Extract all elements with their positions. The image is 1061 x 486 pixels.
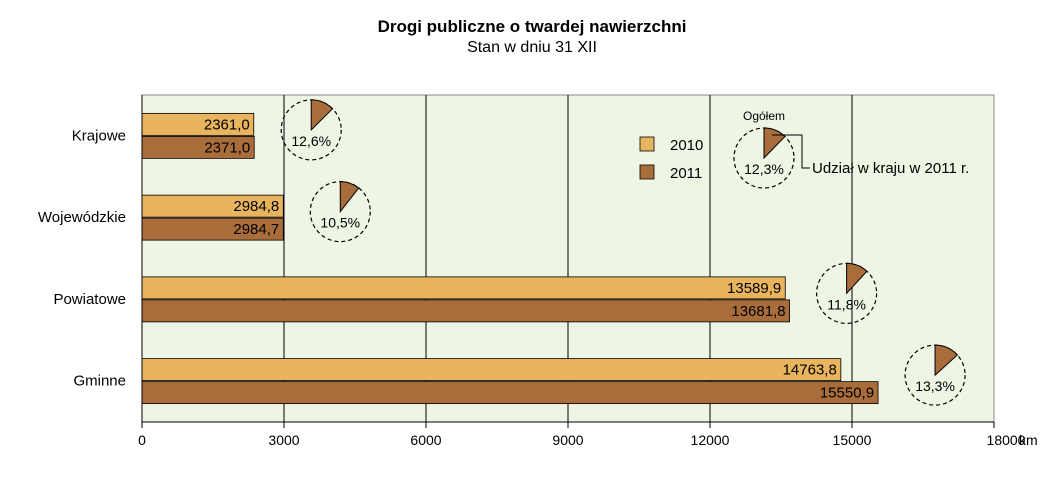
bar-value-label: 2984,8 [233,198,279,215]
total-share-caption: Ogółem [743,109,785,123]
total-share-pie-label: 12,3% [744,161,784,177]
bar-value-label: 15550,9 [820,385,874,402]
bar-2010 [141,358,842,382]
x-unit-label: km [1019,432,1038,448]
share-pie-label: 12,6% [291,133,331,149]
bar-value-label: 13681,8 [731,303,785,320]
x-tick-label: 18000 [987,432,1026,448]
x-tick-label: 0 [138,432,146,448]
legend-swatch-2010 [639,136,655,152]
x-tick-label: 9000 [552,432,583,448]
x-tick-label: 15000 [833,432,872,448]
share-pie-label: 11,8% [827,296,866,312]
legend-swatch-2011 [639,164,655,180]
x-tick-label: 3000 [268,432,299,448]
x-tick-label: 6000 [410,432,441,448]
bar-value-label: 2371,0 [204,139,250,156]
bar-value-label: 13589,9 [727,280,781,297]
share-pie-sector [846,262,868,295]
bar-value-label: 14763,8 [783,362,837,379]
x-tick-label: 12000 [691,432,730,448]
bar-value-label: 2984,7 [233,221,279,238]
legend-label: 2011 [670,165,702,182]
share-pie-sector [310,99,334,132]
bar-2011 [141,299,791,323]
share-note: Udział w kraju w 2011 r. [812,160,969,177]
category-label: Gminne [73,373,126,390]
legend-label: 2010 [670,137,703,154]
share-pie-sector [339,181,360,214]
share-pie-sector [934,344,959,377]
share-pies: 12,6% 10,5% 11,8% 13,3% 12,3% Ogółem Udział w … [280,99,969,406]
chart-subtitle: Stan w dniu 31 XII [467,39,597,56]
share-pie-label: 10,5% [320,215,360,231]
share-pie-label: 13,3% [915,378,955,394]
category-label: Krajowe [72,127,126,144]
bars: Krajowe 2361,0 2371,0 Wojewódzkie 2984,8 2984… [38,112,879,405]
bar-value-label: 2361,0 [204,116,250,133]
bar-2011 [141,381,879,405]
bar-2010 [141,276,786,300]
share-note-connector [772,134,810,169]
chart-title: Drogi publiczne o twardej nawierzchni [378,17,687,36]
category-label: Powiatowe [53,291,126,308]
legend: 2010 2011 [639,136,703,182]
category-label: Wojewódzkie [38,209,126,226]
